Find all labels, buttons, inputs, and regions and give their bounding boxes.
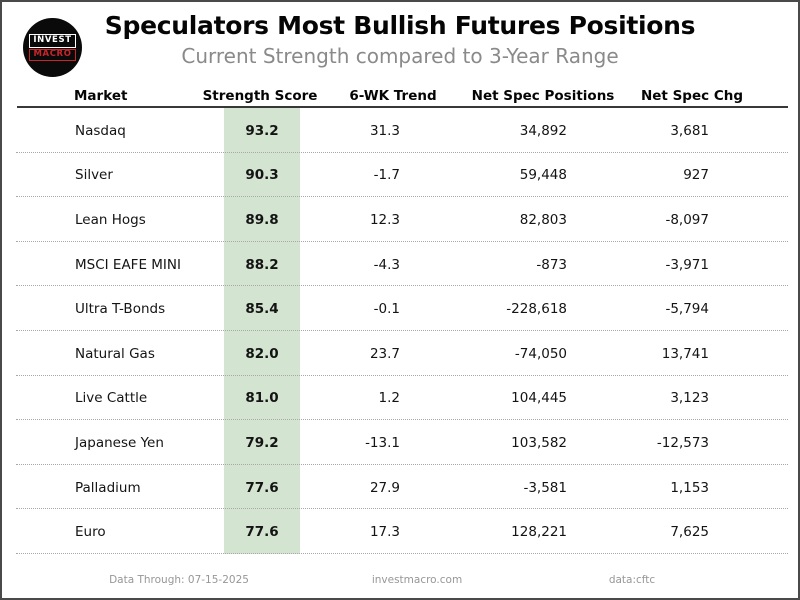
footer-data-through: Data Through: 07-15-2025 [109, 574, 249, 586]
table-row: Japanese Yen 79.2 -13.1 103,582 -12,573 [16, 420, 788, 465]
table-row: Live Cattle 81.0 1.2 104,445 3,123 [16, 376, 788, 421]
strength-score-cell: 89.8 [245, 211, 279, 228]
market-cell: Nasdaq [75, 122, 126, 139]
strength-score-cell: 85.4 [245, 301, 279, 318]
positions-cell: -3,581 [523, 479, 567, 496]
chg-cell: -3,971 [665, 256, 709, 273]
table-row: Palladium 77.6 27.9 -3,581 1,153 [16, 465, 788, 510]
logo-macro-text: MACRO [29, 48, 76, 61]
positions-cell: 59,448 [519, 167, 567, 184]
column-header-market: Market [74, 88, 128, 104]
market-cell: Japanese Yen [75, 434, 164, 451]
footer-website: investmacro.com [371, 574, 463, 586]
strength-score-highlight-band [224, 108, 300, 554]
column-header-net-spec-positions: Net Spec Positions [471, 88, 615, 104]
positions-cell: 34,892 [519, 122, 567, 139]
chg-cell: 3,123 [670, 390, 709, 407]
chg-cell: 3,681 [670, 122, 709, 139]
strength-score-cell: 79.2 [245, 434, 279, 451]
positions-cell: -873 [536, 256, 567, 273]
logo-invest-text: INVEST [29, 34, 76, 48]
market-cell: Silver [75, 167, 113, 184]
strength-score-cell: 77.6 [245, 524, 279, 541]
table-row: Lean Hogs 89.8 12.3 82,803 -8,097 [16, 197, 788, 242]
market-cell: Lean Hogs [75, 211, 146, 228]
market-cell: MSCI EAFE MINI [75, 256, 181, 273]
trend-cell: 27.9 [369, 479, 400, 496]
page-title: Speculators Most Bullish Futures Positio… [104, 11, 696, 40]
strength-score-cell: 81.0 [245, 390, 279, 407]
chg-cell: 7,625 [670, 524, 709, 541]
column-header-6wk-trend: 6-WK Trend [349, 88, 437, 104]
table-row: Silver 90.3 -1.7 59,448 927 [16, 153, 788, 198]
market-cell: Palladium [75, 479, 141, 496]
strength-score-cell: 82.0 [245, 345, 279, 362]
market-cell: Euro [75, 524, 106, 541]
market-cell: Ultra T-Bonds [75, 301, 166, 318]
header-divider-line [17, 106, 788, 108]
table-row: Natural Gas 82.0 23.7 -74,050 13,741 [16, 331, 788, 376]
trend-cell: 1.2 [378, 390, 400, 407]
table-body: Nasdaq 93.2 31.3 34,892 3,681 Silver 90.… [16, 108, 788, 554]
positions-cell: -228,618 [506, 301, 567, 318]
column-header-strength-score: Strength Score [202, 88, 318, 104]
market-cell: Live Cattle [75, 390, 148, 407]
trend-cell: 31.3 [369, 122, 400, 139]
trend-cell: -13.1 [365, 434, 400, 451]
chg-cell: -5,794 [665, 301, 709, 318]
table-row: Nasdaq 93.2 31.3 34,892 3,681 [16, 108, 788, 153]
trend-cell: 23.7 [369, 345, 400, 362]
strength-score-cell: 90.3 [245, 167, 279, 184]
positions-cell: 103,582 [511, 434, 567, 451]
positions-cell: 104,445 [511, 390, 567, 407]
trend-cell: -1.7 [373, 167, 400, 184]
positions-cell: 128,221 [511, 524, 567, 541]
chg-cell: -12,573 [656, 434, 709, 451]
chg-cell: 927 [683, 167, 709, 184]
strength-score-cell: 93.2 [245, 122, 279, 139]
positions-cell: 82,803 [519, 211, 567, 228]
strength-score-cell: 88.2 [245, 256, 279, 273]
chg-cell: 1,153 [670, 479, 709, 496]
trend-cell: -4.3 [373, 256, 400, 273]
table-row: Ultra T-Bonds 85.4 -0.1 -228,618 -5,794 [16, 286, 788, 331]
table-row: MSCI EAFE MINI 88.2 -4.3 -873 -3,971 [16, 242, 788, 287]
chg-cell: -8,097 [665, 211, 709, 228]
column-header-net-spec-chg: Net Spec Chg [640, 88, 744, 104]
positions-cell: -74,050 [514, 345, 567, 362]
table-header-row: Market Strength Score 6-WK Trend Net Spe… [2, 86, 798, 106]
trend-cell: 17.3 [369, 524, 400, 541]
page-subtitle: Current Strength compared to 3-Year Rang… [181, 44, 619, 68]
investmacro-logo: INVEST MACRO [23, 18, 82, 77]
market-cell: Natural Gas [75, 345, 155, 362]
table-row: Euro 77.6 17.3 128,221 7,625 [16, 509, 788, 554]
chg-cell: 13,741 [661, 345, 709, 362]
strength-score-cell: 77.6 [245, 479, 279, 496]
trend-cell: -0.1 [373, 301, 400, 318]
trend-cell: 12.3 [369, 211, 400, 228]
footer-data-source: data:cftc [608, 574, 656, 586]
